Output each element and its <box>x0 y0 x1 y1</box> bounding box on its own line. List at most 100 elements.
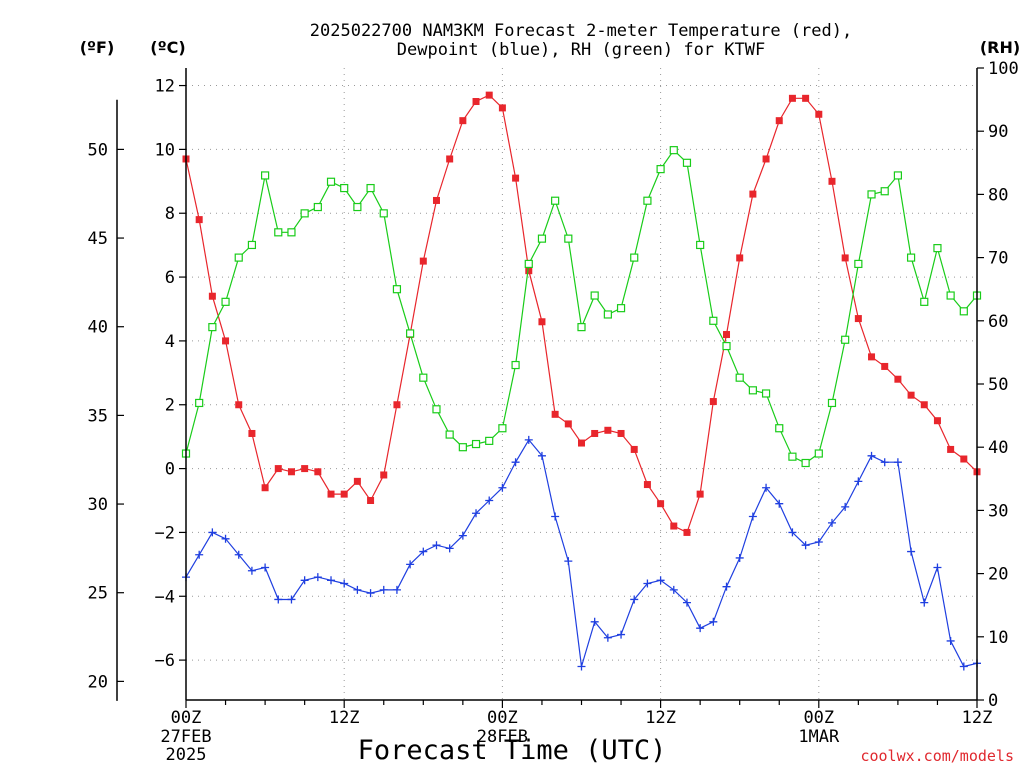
rh-point <box>458 443 467 452</box>
rh-point <box>326 177 336 186</box>
rh-tick-label: 70 <box>988 249 1008 269</box>
temperature-point <box>432 196 440 204</box>
temperature-point <box>815 110 823 118</box>
dewpoint-point <box>788 528 797 537</box>
temperature-point <box>933 417 941 425</box>
dewpoint-point <box>827 518 836 527</box>
rh-point <box>524 259 533 269</box>
temperature-point <box>274 465 282 473</box>
dewpoint-point <box>511 458 520 467</box>
dewpoint-point <box>313 573 322 582</box>
temperature-point <box>947 445 955 453</box>
temperature-point <box>340 490 348 498</box>
temperature-point <box>446 155 454 163</box>
rh-tick-label: 50 <box>988 375 1008 395</box>
time-tick-label: 00Z <box>487 708 518 728</box>
rh-point <box>208 323 217 332</box>
time-tick-date: 1MAR <box>798 727 840 747</box>
dewpoint-point <box>379 585 388 594</box>
temperature-point <box>591 429 599 437</box>
dewpoint-point <box>195 550 204 559</box>
temperature-point <box>301 465 309 473</box>
rh-point <box>933 244 942 253</box>
rh-unit-label: (RH) <box>980 38 1020 57</box>
rh-point <box>590 291 599 300</box>
fahrenheit-tick-label: 50 <box>88 140 108 160</box>
rh-point <box>788 452 797 461</box>
rh-point <box>366 183 375 193</box>
rh-point <box>511 360 520 370</box>
rh-point <box>603 310 612 319</box>
rh-point <box>471 439 481 449</box>
dewpoint-point <box>775 499 784 508</box>
dewpoint-point <box>485 496 494 505</box>
time-tick-label: 12Z <box>962 708 993 728</box>
temperature-point <box>907 391 915 399</box>
temperature-point <box>617 429 625 437</box>
dewpoint-point <box>577 662 586 671</box>
rh-point <box>630 253 639 262</box>
temperature-point <box>248 429 256 437</box>
rh-point <box>761 389 771 398</box>
temperature-point <box>775 117 783 125</box>
dewpoint-point <box>537 451 546 460</box>
rh-tick-label: 90 <box>988 122 1008 142</box>
dewpoint-point <box>801 541 810 550</box>
dewpoint-point <box>247 566 256 575</box>
temperature-point <box>538 318 546 326</box>
temperature-point <box>578 439 585 447</box>
rh-point <box>195 398 204 408</box>
rh-point <box>234 253 243 262</box>
rh-point <box>498 424 507 433</box>
temperature-point <box>670 522 678 530</box>
dewpoint-point <box>696 624 705 633</box>
rh-point <box>221 297 230 306</box>
time-tick-date: 27FEB <box>160 727 211 747</box>
dewpoint-point <box>959 662 968 671</box>
rh-point <box>775 424 784 433</box>
temperature-point <box>564 420 572 428</box>
rh-point <box>722 341 731 351</box>
rh-point <box>682 158 692 167</box>
dewpoint-point <box>841 502 850 511</box>
dewpoint-point <box>590 617 599 626</box>
fahrenheit-tick-label: 30 <box>88 495 108 515</box>
dewpoint-point <box>221 534 230 543</box>
dewpoint-point <box>709 617 718 626</box>
temperature-point <box>235 401 243 409</box>
temperature-point <box>788 94 796 102</box>
dewpoint-point <box>274 595 283 604</box>
dewpoint-point <box>682 598 691 607</box>
time-tick-date: 28FEB <box>477 727 528 747</box>
celsius-tick-label: −4 <box>155 587 175 607</box>
temperature-point <box>920 401 928 409</box>
temperature-point <box>881 362 889 370</box>
rh-tick-label: 20 <box>988 565 1008 585</box>
time-tick-label: 00Z <box>171 708 202 728</box>
temperature-point <box>393 401 401 409</box>
rh-point <box>616 304 626 313</box>
rh-tick-label: 40 <box>988 438 1008 458</box>
rh-point <box>696 240 705 250</box>
rh-point <box>801 458 810 468</box>
chart-title-line2: Dewpoint (blue), RH (green) for KTWF <box>397 40 765 60</box>
rh-point <box>353 202 362 212</box>
rh-point <box>959 307 968 316</box>
dewpoint-point <box>208 528 217 537</box>
rh-tick-label: 0 <box>988 691 998 711</box>
temperature-point <box>525 267 533 275</box>
rh-point <box>564 234 573 243</box>
dewpoint-line <box>185 438 978 668</box>
temperature-point <box>314 468 322 476</box>
temperature-point <box>551 410 559 418</box>
temperature-point <box>894 375 902 383</box>
dewpoint-point <box>340 579 349 588</box>
dewpoint-point <box>933 563 942 572</box>
rh-point <box>392 285 402 294</box>
chart-title-line1: 2025022700 NAM3KM Forecast 2-meter Tempe… <box>310 21 852 41</box>
temperature-point <box>419 257 427 265</box>
temperature-point <box>643 481 651 489</box>
rh-point <box>247 240 257 250</box>
